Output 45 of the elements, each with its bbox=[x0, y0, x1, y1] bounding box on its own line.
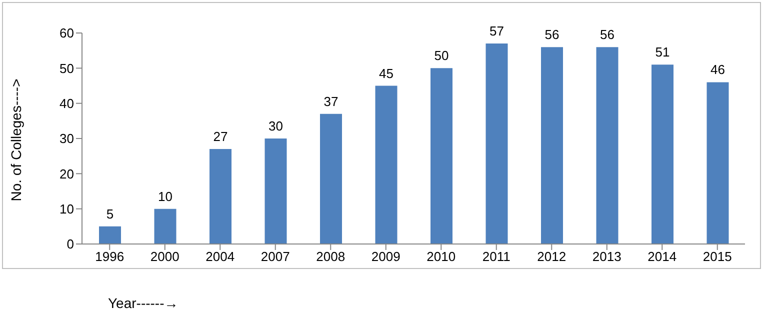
bar bbox=[154, 208, 176, 244]
y-axis-title: No. of Colleges----> bbox=[8, 78, 24, 202]
bar bbox=[320, 114, 342, 244]
data-label: 27 bbox=[213, 129, 228, 144]
data-label: 51 bbox=[655, 44, 670, 60]
y-tick-label: 60 bbox=[60, 26, 74, 41]
y-tick-label: 20 bbox=[60, 166, 74, 182]
bar bbox=[210, 149, 232, 244]
bar bbox=[375, 86, 398, 244]
x-tick-label: 2008 bbox=[316, 249, 346, 264]
data-label: 46 bbox=[710, 62, 725, 78]
data-label: 57 bbox=[490, 24, 504, 39]
data-label: 50 bbox=[434, 48, 449, 64]
data-label: 37 bbox=[324, 94, 338, 109]
y-tick-label: 0 bbox=[66, 236, 74, 252]
x-tick-label: 2015 bbox=[702, 249, 732, 264]
data-label: 56 bbox=[544, 27, 560, 42]
x-tick-label: 2000 bbox=[150, 249, 180, 264]
bar bbox=[596, 47, 618, 244]
x-tick-label: 1996 bbox=[95, 249, 124, 264]
bar bbox=[99, 226, 121, 244]
bar bbox=[706, 82, 729, 244]
y-tick-label: 30 bbox=[60, 131, 74, 146]
y-tick-label: 10 bbox=[60, 201, 74, 216]
data-label: 5 bbox=[106, 206, 114, 222]
y-tick-label: 40 bbox=[60, 96, 74, 111]
bar bbox=[541, 47, 563, 244]
x-tick-label: 2007 bbox=[260, 249, 290, 264]
data-label: 45 bbox=[379, 66, 394, 81]
x-tick-label: 2009 bbox=[371, 249, 400, 264]
x-tick-label: 2004 bbox=[206, 249, 235, 264]
data-label: 10 bbox=[158, 188, 172, 204]
x-tick-label: 2011 bbox=[482, 249, 510, 264]
data-label: 30 bbox=[268, 118, 283, 134]
bar bbox=[264, 138, 287, 244]
bar bbox=[486, 44, 508, 244]
x-axis-title: Year------→ bbox=[108, 295, 178, 311]
bar bbox=[652, 64, 674, 244]
x-tick-label: 2014 bbox=[648, 249, 677, 264]
data-label: 56 bbox=[600, 27, 614, 42]
bar bbox=[430, 68, 452, 244]
x-tick-label: 2013 bbox=[592, 249, 622, 264]
x-tick-label: 2012 bbox=[537, 249, 566, 264]
x-tick-label: 2010 bbox=[426, 249, 456, 264]
y-tick-label: 50 bbox=[60, 60, 74, 76]
